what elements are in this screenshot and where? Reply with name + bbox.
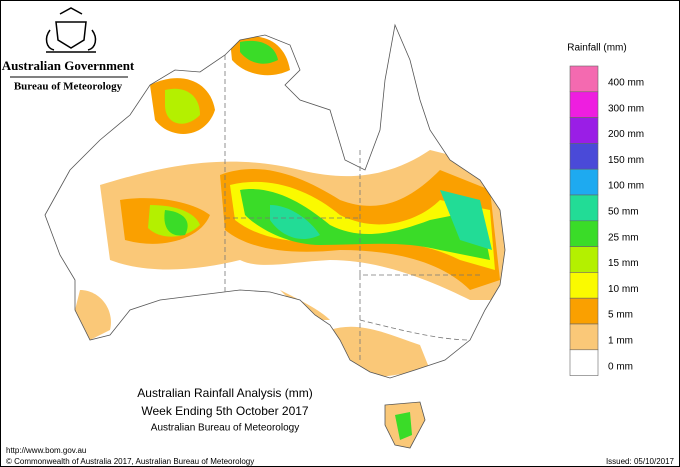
legend-swatch [569,168,599,196]
legend-label: 400 mm [608,78,644,89]
legend-label: 25 mm [608,232,639,243]
legend-swatch [569,65,599,93]
bureau-name: Bureau of Meteorology [14,81,123,93]
legend-label: 200 mm [608,129,644,140]
legend-label: 1 mm [608,336,633,347]
legend-swatch [569,349,599,376]
legend: Rainfall (mm) 400 mm 300 mm 200 mm 150 mm 10… [567,43,644,376]
legend-swatch [569,297,599,325]
legend-swatch [569,272,599,299]
legend-label: 300 mm [608,103,644,114]
footer-issued: Issued: 05/10/2017 [606,457,675,466]
footer-copyright: © Commonwealth of Australia 2017, Austra… [6,457,254,466]
map-subtitle: Week Ending 5th October 2017 [141,404,309,418]
legend-title: Rainfall (mm) [567,43,626,54]
australia-map [44,23,506,449]
legend-swatch [569,91,599,118]
legend-label: 0 mm [608,361,633,372]
crest [45,7,97,53]
legend-swatch [569,143,599,170]
government-name: Australian Government [2,58,135,73]
map-title: Australian Rainfall Analysis (mm) [137,386,312,400]
state-borders [224,55,480,362]
tasmania-rain [395,412,412,440]
coastline [44,23,506,379]
legend-swatch [569,220,599,247]
legend-label: 5 mm [608,310,633,321]
rainfall-fill [75,36,505,378]
legend-swatch [569,323,599,351]
legend-label: 100 mm [608,181,644,192]
legend-swatch [569,117,599,144]
legend-label: 15 mm [608,258,639,269]
legend-swatch [569,194,599,222]
legend-label: 10 mm [608,284,639,295]
legend-swatch [569,246,599,273]
legend-label: 150 mm [608,155,644,166]
legend-label: 50 mm [608,207,639,218]
footer-url: http://www.bom.gov.au [6,446,86,455]
map-source: Australian Bureau of Meteorology [151,423,299,434]
